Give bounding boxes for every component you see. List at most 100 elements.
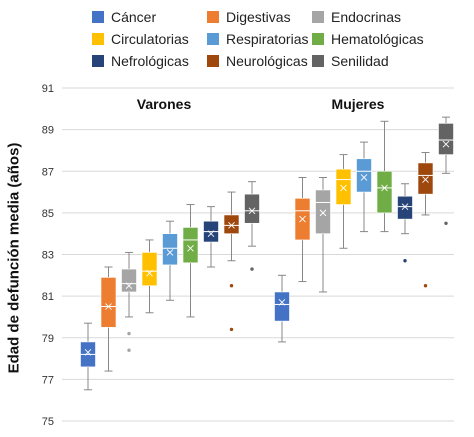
outlier-point xyxy=(250,267,254,271)
outlier-point xyxy=(229,284,234,288)
legend: Cáncer Digestivas Endocrinas Circulatorias R… xyxy=(92,8,424,72)
y-tick-label: 91 xyxy=(42,83,54,95)
outlier-point xyxy=(127,331,131,336)
box-Cáncer-Varones xyxy=(80,322,96,391)
box-iqr xyxy=(397,195,413,220)
legend-label: Circulatorias xyxy=(111,31,189,47)
legend-label: Digestivas xyxy=(226,9,291,25)
box-iqr xyxy=(315,189,331,234)
legend-item: Endocrinas xyxy=(312,8,401,26)
legend-swatch xyxy=(92,55,104,67)
legend-label: Endocrinas xyxy=(331,9,402,25)
legend-label: Respiratorias xyxy=(226,31,309,47)
y-tick-label: 79 xyxy=(42,333,54,345)
box-Hematológicas-Varones xyxy=(182,204,199,318)
legend-item: Senilidad xyxy=(312,52,389,70)
legend-item: Neurológicas xyxy=(207,52,308,70)
box-Senilidad-Mujeres xyxy=(438,116,454,225)
mean-marker xyxy=(84,349,92,356)
mean-marker xyxy=(248,207,256,215)
box-Nefrológicas-Mujeres xyxy=(397,183,413,263)
box-iqr xyxy=(417,162,434,195)
legend-label: Neurológicas xyxy=(226,53,308,69)
y-tick-label: 83 xyxy=(42,250,54,262)
mean-marker xyxy=(278,299,286,306)
box-Circulatorias-Varones xyxy=(141,239,158,314)
outlier-point xyxy=(444,221,448,225)
box-iqr xyxy=(100,277,117,328)
mean-marker xyxy=(319,209,327,217)
box-Senilidad-Varones xyxy=(244,181,260,271)
mean-marker xyxy=(207,230,215,238)
box-Neurológicas-Varones xyxy=(223,191,240,332)
mean-marker xyxy=(381,184,388,192)
box-iqr xyxy=(376,170,393,214)
legend-item: Cáncer xyxy=(92,8,156,26)
legend-item: Digestivas xyxy=(207,8,291,26)
outlier-point xyxy=(127,348,131,352)
legend-swatch xyxy=(312,55,324,67)
box-Digestivas-Varones xyxy=(100,266,117,372)
box-Endocrinas-Varones xyxy=(121,251,137,352)
mean-marker xyxy=(442,140,450,148)
mean-marker xyxy=(146,269,153,277)
legend-swatch xyxy=(207,55,219,67)
y-tick-label: 87 xyxy=(42,166,54,178)
mean-marker xyxy=(105,303,112,310)
legend-label: Nefrológicas xyxy=(111,53,189,69)
legend-swatch xyxy=(92,11,104,23)
y-axis-ticks: 75 77 79 81 83 85 87 89 91 xyxy=(42,83,54,428)
legend-item: Nefrológicas xyxy=(92,52,189,70)
box-Respiratorias-Mujeres xyxy=(356,141,372,233)
mean-marker xyxy=(125,282,133,290)
legend-swatch xyxy=(207,11,219,23)
y-axis-label: Edad de defunción media (años) xyxy=(5,142,23,374)
mean-marker xyxy=(401,203,409,210)
mean-marker xyxy=(299,215,306,223)
mean-marker xyxy=(360,174,368,181)
legend-swatch xyxy=(312,11,324,23)
box-Circulatorias-Mujeres xyxy=(335,154,352,249)
mean-marker xyxy=(166,249,174,256)
mean-marker xyxy=(340,184,347,192)
legend-label: Cáncer xyxy=(111,9,157,25)
box-Cáncer-Mujeres xyxy=(274,274,290,343)
gridlines xyxy=(62,87,454,422)
outlier-point xyxy=(229,327,234,332)
y-tick-label: 89 xyxy=(42,125,54,137)
box-Hematológicas-Mujeres xyxy=(376,120,393,233)
box-Neurológicas-Mujeres xyxy=(417,152,434,288)
box-iqr xyxy=(244,193,260,224)
y-tick-label: 81 xyxy=(42,291,54,303)
box-iqr xyxy=(141,252,158,287)
box-iqr xyxy=(356,158,372,193)
legend-swatch xyxy=(207,33,219,45)
outlier-point xyxy=(423,284,428,288)
box-Respiratorias-Varones xyxy=(162,220,178,301)
group-label-varones: Varones xyxy=(136,96,192,112)
box-Endocrinas-Mujeres xyxy=(315,176,331,293)
legend-label: Senilidad xyxy=(331,53,389,69)
box-iqr xyxy=(162,233,178,266)
box-iqr xyxy=(274,291,290,322)
outlier-point xyxy=(403,259,407,263)
box-iqr xyxy=(438,123,454,155)
box-Digestivas-Mujeres xyxy=(294,176,311,283)
y-tick-label: 75 xyxy=(42,416,54,428)
legend-label: Hematológicas xyxy=(331,31,424,47)
legend-swatch xyxy=(92,33,104,45)
group-label-mujeres: Mujeres xyxy=(331,96,385,112)
box-iqr xyxy=(223,214,240,234)
mean-marker xyxy=(187,244,194,252)
box-iqr xyxy=(182,227,199,264)
boxes xyxy=(80,116,454,391)
legend-item: Circulatorias xyxy=(92,30,189,48)
mean-marker xyxy=(228,222,235,229)
legend-item: Hematológicas xyxy=(312,30,424,48)
legend-swatch xyxy=(312,33,324,45)
legend-item: Respiratorias xyxy=(207,30,308,48)
box-iqr xyxy=(121,268,137,293)
mean-marker xyxy=(422,176,429,183)
box-iqr xyxy=(335,168,352,205)
